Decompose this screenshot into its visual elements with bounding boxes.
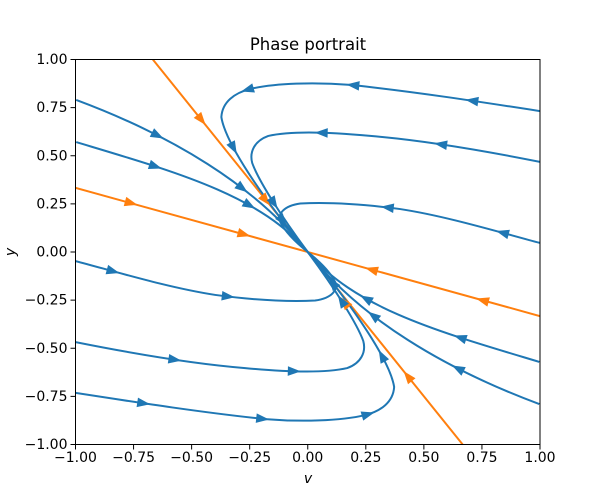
flow-arrowhead bbox=[453, 335, 468, 345]
flow-arrowhead bbox=[241, 83, 255, 93]
flow-arrowhead bbox=[258, 192, 270, 206]
x-tick-label: −0.75 bbox=[112, 450, 155, 466]
flow-arrowhead bbox=[287, 366, 301, 376]
y-tick-label: 0.25 bbox=[36, 196, 67, 212]
y-tick-label: 0.00 bbox=[36, 245, 67, 261]
flow-arrowhead bbox=[147, 159, 162, 169]
flow-arrowhead bbox=[380, 203, 395, 213]
flow-arrowhead bbox=[193, 111, 206, 126]
streamlines-layer bbox=[75, 59, 540, 445]
trajectory-line bbox=[75, 251, 337, 302]
flow-arrowhead bbox=[105, 264, 120, 275]
flow-arrowhead bbox=[167, 353, 182, 364]
x-tick-label: 0.75 bbox=[466, 450, 497, 466]
y-tick-label: 0.50 bbox=[36, 148, 67, 164]
y-tick-label: −0.75 bbox=[25, 389, 68, 405]
plot-title: Phase portrait bbox=[250, 35, 367, 54]
flow-arrowhead bbox=[328, 277, 341, 291]
flow-arrowhead bbox=[465, 96, 479, 107]
y-axis-label: y bbox=[3, 247, 19, 257]
flow-arrowhead bbox=[123, 196, 138, 207]
y-tick-label: −0.25 bbox=[25, 293, 68, 309]
flow-arrowhead bbox=[234, 180, 248, 193]
y-tick-label: 0.75 bbox=[36, 100, 67, 116]
trajectory-line bbox=[220, 82, 540, 253]
x-tick-label: −1.00 bbox=[54, 450, 97, 466]
flow-arrowhead bbox=[236, 228, 251, 238]
y-tick-label: 1.00 bbox=[36, 52, 67, 68]
flow-arrowhead bbox=[476, 297, 490, 307]
x-tick-label: 0.00 bbox=[292, 450, 323, 466]
flow-arrowhead bbox=[360, 411, 375, 421]
x-axis-label: v bbox=[304, 471, 313, 487]
flow-arrowhead bbox=[275, 213, 287, 227]
ticks-layer: −1.00 −0.75 −0.50 −0.25 0.00 0.25 0.50 0.75 1.00… bbox=[25, 52, 556, 466]
flow-arrowhead bbox=[365, 266, 379, 276]
flow-arrowhead bbox=[496, 229, 510, 240]
trajectory-line bbox=[75, 251, 366, 373]
flow-arrowhead bbox=[241, 198, 256, 209]
flow-arrowhead bbox=[266, 195, 278, 209]
flow-arrowhead bbox=[378, 350, 390, 364]
trajectory-line bbox=[278, 202, 540, 253]
y-tick-label: −0.50 bbox=[25, 341, 68, 357]
flow-arrowhead bbox=[314, 128, 328, 138]
trajectory-line bbox=[306, 251, 540, 406]
trajectory-line bbox=[75, 251, 396, 422]
flow-arrowhead bbox=[451, 365, 466, 376]
flow-arrowhead bbox=[255, 413, 270, 423]
flow-arrowhead bbox=[337, 295, 349, 309]
trajectory-line bbox=[75, 98, 309, 253]
trajectory-line bbox=[250, 131, 540, 253]
x-tick-label: 0.50 bbox=[408, 450, 439, 466]
x-tick-label: −0.50 bbox=[170, 450, 213, 466]
flow-arrowhead bbox=[367, 311, 382, 324]
flow-arrowhead bbox=[346, 81, 360, 91]
flow-arrowhead bbox=[149, 128, 164, 139]
x-tick-label: 1.00 bbox=[524, 450, 555, 466]
axes-border bbox=[75, 59, 541, 445]
arrowheads-layer bbox=[105, 81, 510, 423]
flow-arrowhead bbox=[403, 371, 416, 385]
x-tick-label: 0.25 bbox=[350, 450, 381, 466]
y-tick-label: −1.00 bbox=[25, 437, 68, 453]
flow-arrowhead bbox=[136, 397, 151, 408]
x-tick-label: −0.25 bbox=[228, 450, 271, 466]
flow-arrowhead bbox=[221, 291, 235, 301]
flow-arrowhead bbox=[226, 140, 237, 154]
flow-arrowhead bbox=[360, 295, 374, 306]
flow-arrowhead bbox=[434, 140, 448, 151]
